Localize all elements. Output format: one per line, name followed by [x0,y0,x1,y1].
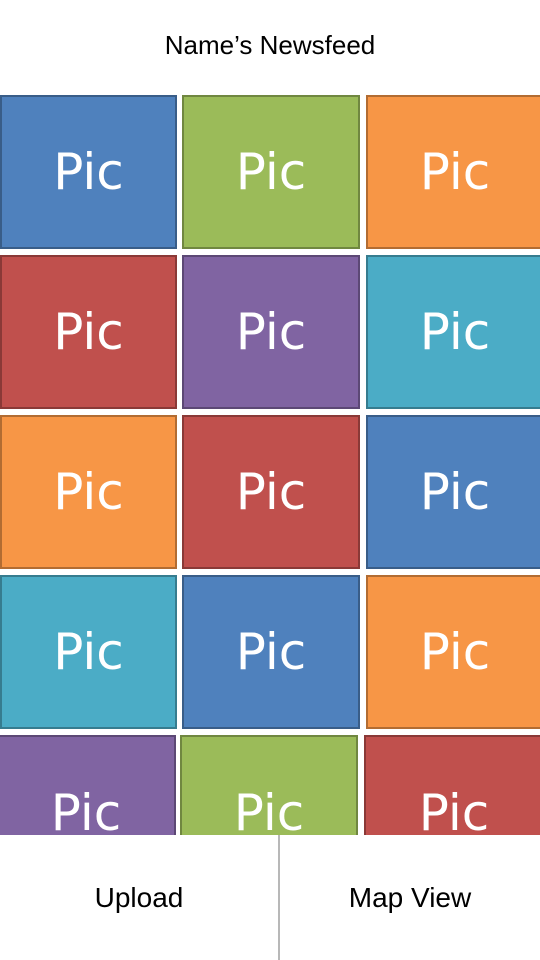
photo-label: Pic [53,303,124,361]
photo-label: Pic [419,463,491,521]
photo-tile[interactable]: Pic [366,95,540,249]
map-view-button[interactable]: Map View [348,881,472,913]
photo-label: Pic [419,303,491,361]
photo-tile[interactable]: Pic [182,415,360,569]
photo-label: Pic [235,143,307,201]
photo-tile[interactable]: Pic [0,735,176,835]
photo-label: Pic [235,623,307,681]
upload-button[interactable]: Upload [94,881,184,913]
photo-tile[interactable]: Pic [0,575,177,729]
photo-label: Pic [235,303,307,361]
header: Name’s Newsfeed [0,0,540,92]
photo-tile[interactable]: Pic [0,415,177,569]
photo-label: Pic [53,143,124,201]
photo-tile[interactable]: Pic [180,735,358,835]
photo-tile[interactable]: Pic [364,735,540,835]
photo-tile[interactable]: Pic [182,575,360,729]
photo-grid[interactable]: Pic Pic Pic Pic Pic Pic Pic Pic Pic Pic … [0,95,540,835]
photo-label: Pic [53,623,124,681]
photo-tile[interactable]: Pic [366,255,540,409]
photo-label: Pic [50,784,122,835]
photo-label: Pic [233,784,305,835]
page-title: Name’s Newsfeed [164,30,376,60]
nav-divider [278,835,280,960]
photo-tile[interactable]: Pic [366,575,540,729]
photo-label: Pic [235,463,307,521]
bottom-nav: Upload Map View [0,835,540,960]
photo-tile[interactable]: Pic [0,95,177,249]
photo-label: Pic [53,463,124,521]
photo-label: Pic [418,784,490,835]
photo-tile[interactable]: Pic [366,415,540,569]
photo-label: Pic [419,623,491,681]
photo-tile[interactable]: Pic [0,255,177,409]
photo-label: Pic [419,143,491,201]
photo-tile[interactable]: Pic [182,95,360,249]
photo-tile[interactable]: Pic [182,255,360,409]
